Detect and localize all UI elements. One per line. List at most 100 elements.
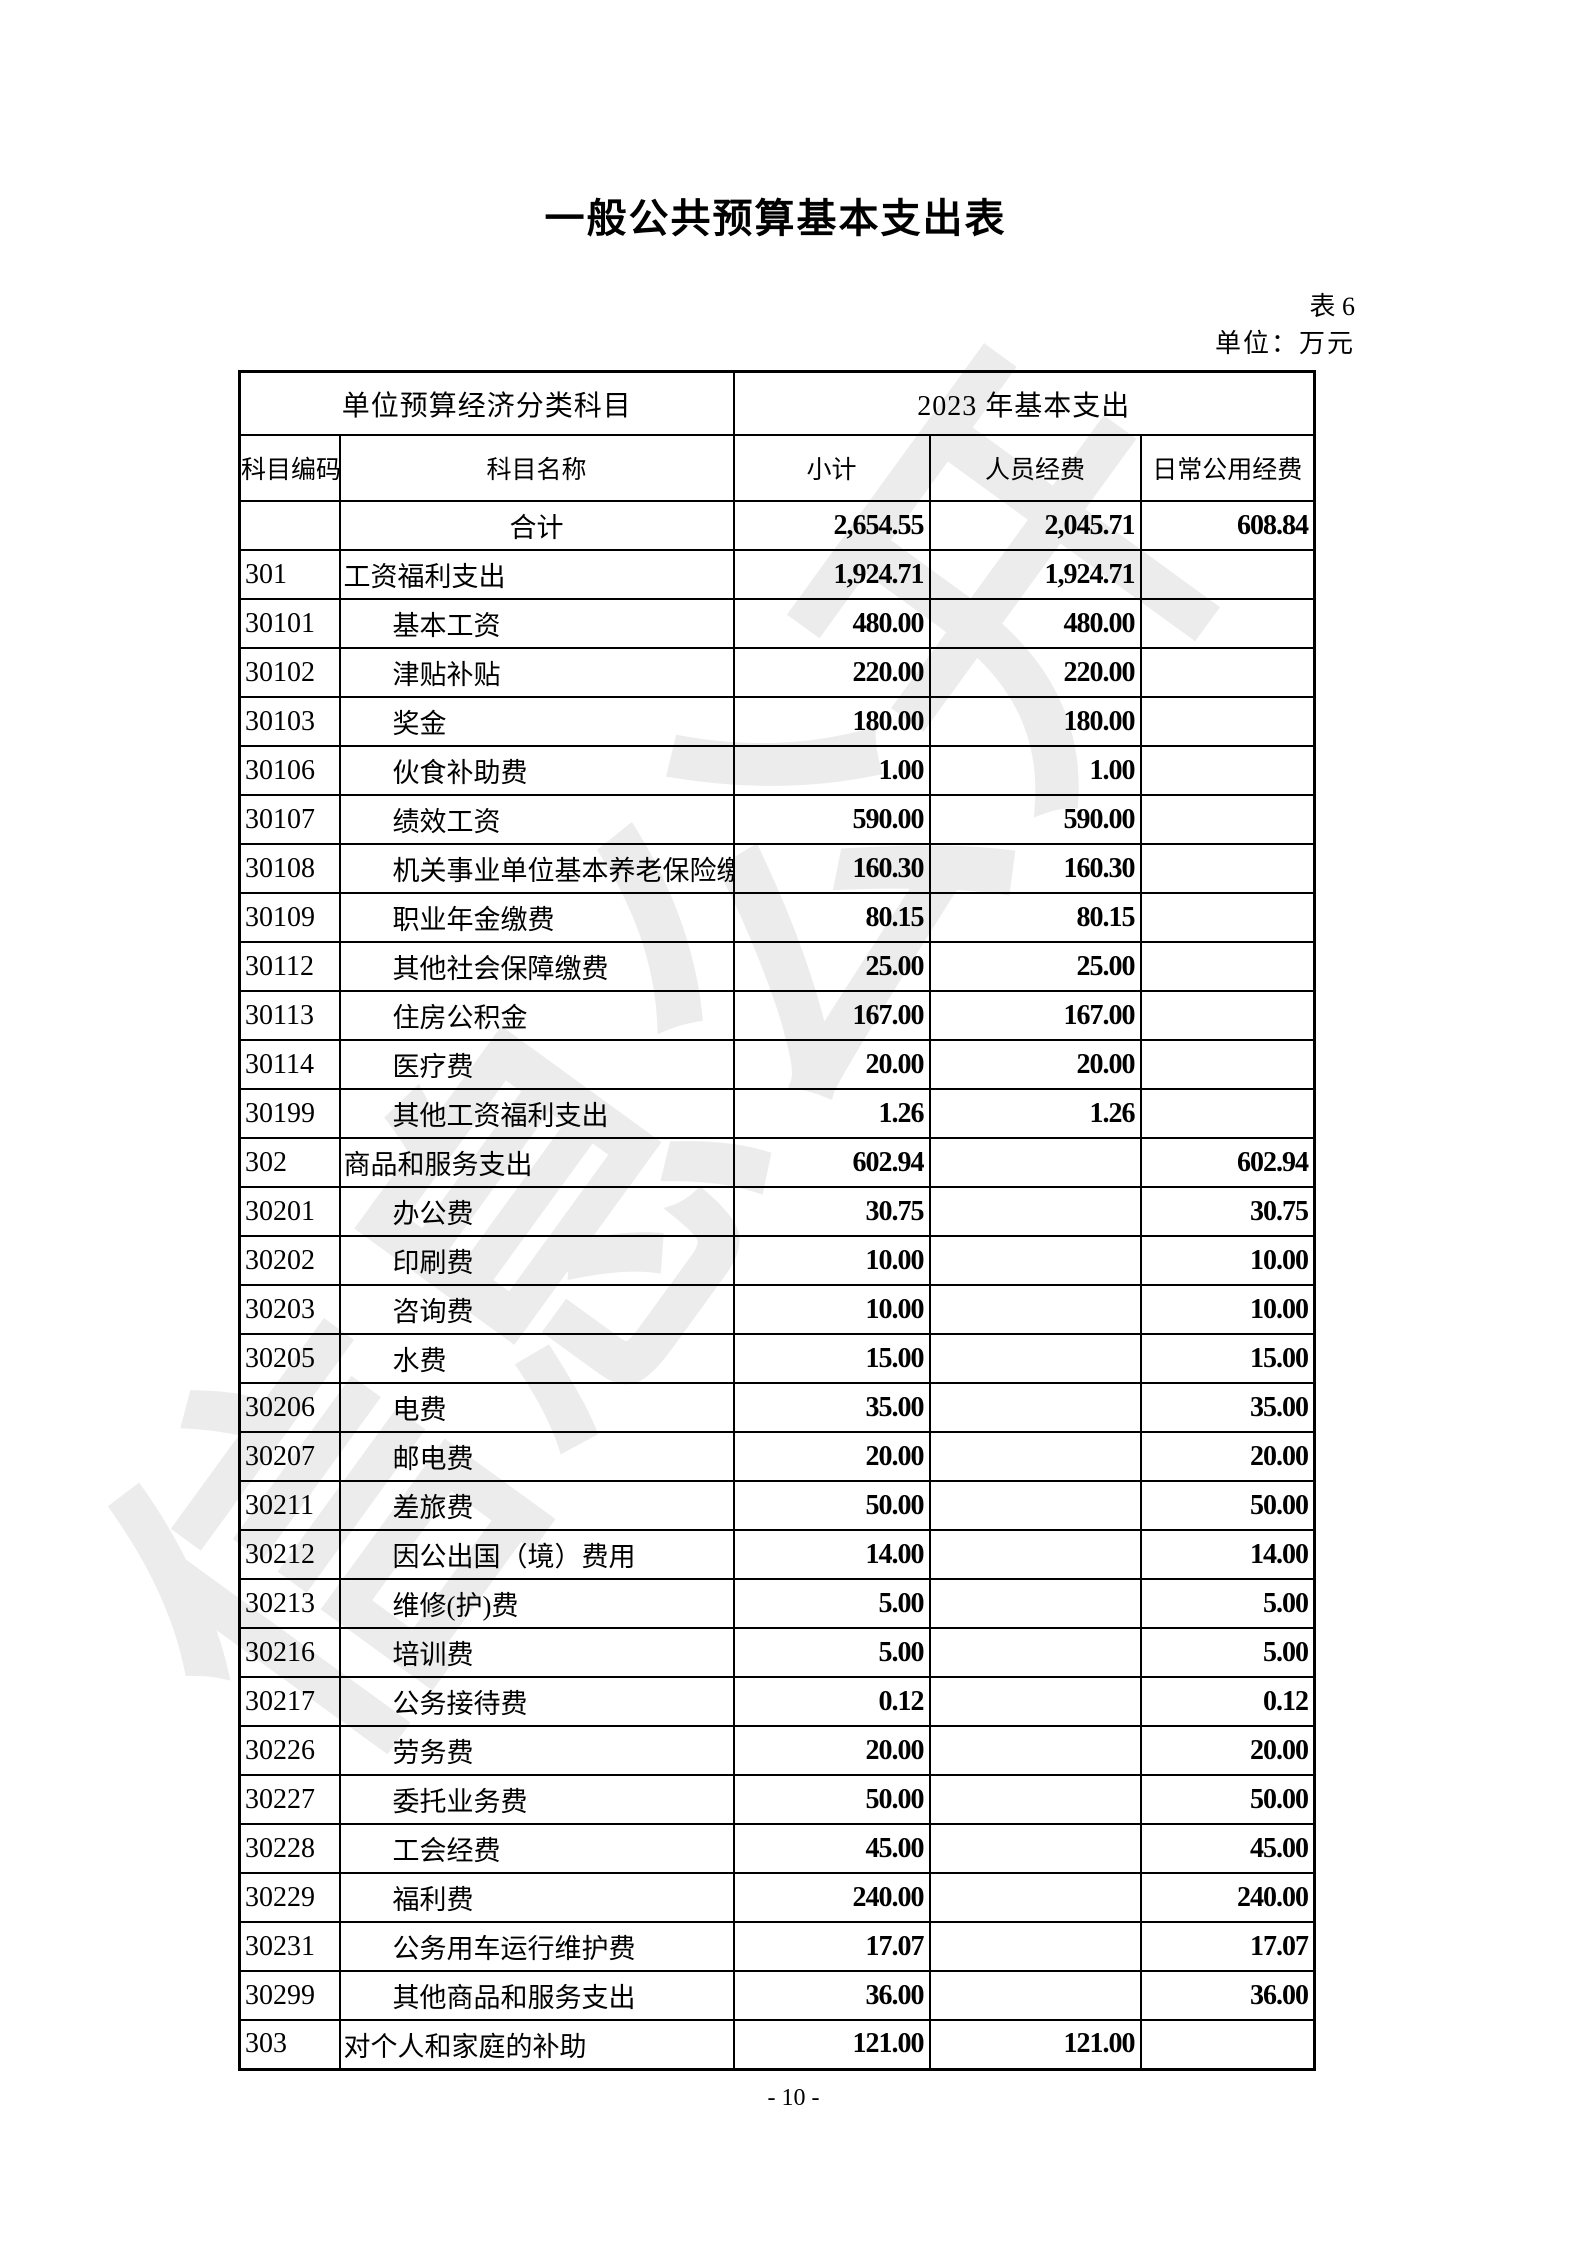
cell-subtotal: 20.00 (732, 1039, 931, 1090)
table-row: 30199 其他工资福利支出 1.26 1.26 (238, 1088, 1316, 1139)
table-row: 30113 住房公积金 167.00 167.00 (238, 990, 1316, 1041)
table-row: 30299 其他商品和服务支出 36.00 36.00 (238, 1970, 1316, 2021)
cell-personnel (928, 1578, 1142, 1629)
cell-name: 对个人和家庭的补助 (338, 2019, 735, 2070)
cell-code: 30205 (238, 1333, 341, 1384)
cell-name: 电费 (338, 1382, 735, 1433)
cell-code: 30199 (238, 1088, 341, 1139)
cell-name: 机关事业单位基本养老保险缴费 (338, 843, 735, 894)
col-header-subtotal: 小计 (732, 434, 931, 502)
cell-daily: 10.00 (1139, 1284, 1316, 1335)
cell-name: 培训费 (338, 1627, 735, 1678)
cell-daily: 45.00 (1139, 1823, 1316, 1874)
cell-personnel (928, 1333, 1142, 1384)
cell-subtotal: 50.00 (732, 1774, 931, 1825)
cell-subtotal: 160.30 (732, 843, 931, 894)
table-row: 30206 电费 35.00 35.00 (238, 1382, 1316, 1433)
table-row: 30212 因公出国（境）费用 14.00 14.00 (238, 1529, 1316, 1580)
cell-personnel (928, 1137, 1142, 1188)
col-header-personnel: 人员经费 (928, 434, 1142, 502)
cell-code: 30201 (238, 1186, 341, 1237)
cell-name: 职业年金缴费 (338, 892, 735, 943)
cell-code: 30211 (238, 1480, 341, 1531)
budget-table: 单位预算经济分类科目 2023 年基本支出 科目编码 科目名称 小计 人员经费 … (238, 370, 1317, 2071)
cell-personnel: 1.00 (928, 745, 1142, 796)
cell-name: 劳务费 (338, 1725, 735, 1776)
cell-subtotal: 10.00 (732, 1235, 931, 1286)
cell-daily: 36.00 (1139, 1970, 1316, 2021)
table-body: 合计 2,654.55 2,045.71 608.84 301 工资福利支出 1… (238, 500, 1316, 2070)
cell-personnel (928, 1480, 1142, 1531)
cell-daily: 608.84 (1139, 500, 1316, 551)
table-row: 30114 医疗费 20.00 20.00 (238, 1039, 1316, 1090)
cell-daily: 35.00 (1139, 1382, 1316, 1433)
cell-daily: 20.00 (1139, 1725, 1316, 1776)
table-row: 30217 公务接待费 0.12 0.12 (238, 1676, 1316, 1727)
cell-code: 301 (238, 549, 341, 600)
cell-daily (1139, 794, 1316, 845)
cell-subtotal: 17.07 (732, 1921, 931, 1972)
cell-code: 30108 (238, 843, 341, 894)
table-row: 302 商品和服务支出 602.94 602.94 (238, 1137, 1316, 1188)
cell-code: 30228 (238, 1823, 341, 1874)
table-row: 30227 委托业务费 50.00 50.00 (238, 1774, 1316, 1825)
cell-daily (1139, 990, 1316, 1041)
cell-name: 工资福利支出 (338, 549, 735, 600)
cell-name: 维修(护)费 (338, 1578, 735, 1629)
cell-subtotal: 180.00 (732, 696, 931, 747)
cell-name: 咨询费 (338, 1284, 735, 1335)
cell-daily: 17.07 (1139, 1921, 1316, 1972)
table-row: 30112 其他社会保障缴费 25.00 25.00 (238, 941, 1316, 992)
cell-code: 30107 (238, 794, 341, 845)
cell-code: 30207 (238, 1431, 341, 1482)
cell-personnel: 121.00 (928, 2019, 1142, 2070)
cell-name: 因公出国（境）费用 (338, 1529, 735, 1580)
table-row: 30201 办公费 30.75 30.75 (238, 1186, 1316, 1237)
cell-subtotal: 0.12 (732, 1676, 931, 1727)
cell-personnel (928, 1921, 1142, 1972)
cell-personnel: 20.00 (928, 1039, 1142, 1090)
cell-code: 30101 (238, 598, 341, 649)
cell-name: 基本工资 (338, 598, 735, 649)
cell-subtotal: 20.00 (732, 1725, 931, 1776)
header-group-basic-expenditure: 2023 年基本支出 (732, 370, 1316, 436)
cell-daily: 14.00 (1139, 1529, 1316, 1580)
cell-subtotal: 167.00 (732, 990, 931, 1041)
table-number: 表 6 (1309, 292, 1355, 321)
cell-daily: 20.00 (1139, 1431, 1316, 1482)
cell-daily: 15.00 (1139, 1333, 1316, 1384)
cell-personnel (928, 1186, 1142, 1237)
cell-subtotal: 602.94 (732, 1137, 931, 1188)
cell-subtotal: 10.00 (732, 1284, 931, 1335)
cell-subtotal: 20.00 (732, 1431, 931, 1482)
cell-personnel: 25.00 (928, 941, 1142, 992)
cell-code: 30217 (238, 1676, 341, 1727)
cell-daily: 5.00 (1139, 1627, 1316, 1678)
cell-name: 印刷费 (338, 1235, 735, 1286)
cell-subtotal: 5.00 (732, 1578, 931, 1629)
page-number: - 10 - (767, 2085, 820, 2111)
cell-daily: 602.94 (1139, 1137, 1316, 1188)
cell-code: 30202 (238, 1235, 341, 1286)
cell-personnel: 2,045.71 (928, 500, 1142, 551)
table-row: 30213 维修(护)费 5.00 5.00 (238, 1578, 1316, 1629)
header-group-row: 单位预算经济分类科目 2023 年基本支出 (238, 370, 1316, 436)
table-row: 30102 津贴补贴 220.00 220.00 (238, 647, 1316, 698)
cell-subtotal: 50.00 (732, 1480, 931, 1531)
cell-name: 奖金 (338, 696, 735, 747)
cell-personnel: 167.00 (928, 990, 1142, 1041)
cell-name: 邮电费 (338, 1431, 735, 1482)
cell-name: 商品和服务支出 (338, 1137, 735, 1188)
col-header-daily-public: 日常公用经费 (1139, 434, 1316, 502)
cell-name: 差旅费 (338, 1480, 735, 1531)
cell-code: 30203 (238, 1284, 341, 1335)
cell-personnel (928, 1627, 1142, 1678)
cell-personnel (928, 1284, 1142, 1335)
table-row: 30205 水费 15.00 15.00 (238, 1333, 1316, 1384)
page-title: 一般公共预算基本支出表 (544, 196, 1007, 241)
cell-code: 30112 (238, 941, 341, 992)
table-row: 30106 伙食补助费 1.00 1.00 (238, 745, 1316, 796)
table-header: 单位预算经济分类科目 2023 年基本支出 科目编码 科目名称 小计 人员经费 … (238, 370, 1316, 502)
table-row: 30203 咨询费 10.00 10.00 (238, 1284, 1316, 1335)
cell-personnel: 480.00 (928, 598, 1142, 649)
